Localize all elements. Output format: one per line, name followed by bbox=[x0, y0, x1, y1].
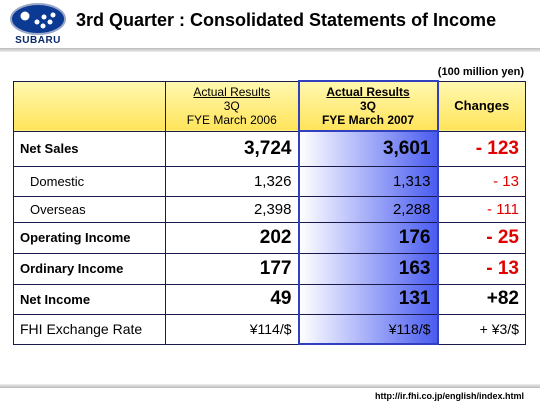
cell: 131 bbox=[297, 283, 439, 315]
cell: ¥114/$ bbox=[165, 313, 299, 345]
row-label: Net Income bbox=[13, 283, 166, 315]
cell: 49 bbox=[165, 283, 299, 315]
column-header: Changes bbox=[437, 80, 526, 132]
cell: 2,288 bbox=[297, 195, 439, 223]
cell: 3,724 bbox=[165, 130, 299, 167]
cell: 176 bbox=[297, 221, 439, 254]
header-line: Actual Results bbox=[326, 85, 410, 99]
cell: ¥118/$ bbox=[297, 313, 439, 345]
row-label: Ordinary Income bbox=[13, 252, 166, 285]
cell: 2,398 bbox=[165, 195, 299, 223]
header-line: FYE March 2007 bbox=[321, 113, 415, 127]
cell: +82 bbox=[437, 283, 526, 315]
row: Ordinary Income 177 163- 13 bbox=[13, 252, 526, 285]
cell: - 123 bbox=[437, 130, 526, 167]
row: FHI Exchange Rate ¥114/$ ¥118/$ + ¥3/$ bbox=[13, 313, 526, 345]
cell: 202 bbox=[165, 221, 299, 254]
cell: 177 bbox=[165, 252, 299, 285]
logo bbox=[10, 3, 66, 35]
column-header: Actual Results 3Q FYE March 2006 bbox=[165, 80, 299, 132]
header-row: Actual Results 3Q FYE March 2006 Actual Re… bbox=[13, 80, 526, 132]
income-table: Actual Results 3Q FYE March 2006 Actual Re… bbox=[13, 80, 526, 345]
column-header: Actual Results 3Q FYE March 2007 bbox=[297, 80, 439, 132]
header-line: 3Q bbox=[223, 99, 240, 113]
cell: 1,326 bbox=[165, 165, 299, 197]
cell: - 25 bbox=[437, 221, 526, 254]
header-line: FYE March 2006 bbox=[186, 113, 277, 127]
row: Domestic 1,326 1,313- 13 bbox=[13, 165, 526, 197]
row-label: Net Sales bbox=[13, 130, 166, 167]
row-label: Overseas bbox=[13, 195, 166, 223]
corner-cell bbox=[13, 80, 166, 132]
footer-rule bbox=[0, 384, 540, 388]
row: Operating Income 202 176- 25 bbox=[13, 221, 526, 254]
row: Net Sales 3,724 3,601- 123 bbox=[13, 130, 526, 167]
header-line: Actual Results bbox=[193, 85, 271, 99]
footer-url: http://ir.fhi.co.jp/english/index.html bbox=[374, 391, 524, 401]
row-label: FHI Exchange Rate bbox=[13, 313, 166, 345]
cell: 1,313 bbox=[297, 165, 439, 197]
row-label: Domestic bbox=[13, 165, 166, 197]
cell: - 13 bbox=[437, 252, 526, 285]
row-label: Operating Income bbox=[13, 221, 166, 254]
row: Overseas 2,398 2,288- 111 bbox=[13, 195, 526, 223]
logo-text: SUBARU bbox=[15, 35, 61, 46]
row: Net Income 49 131 +82 bbox=[13, 283, 526, 315]
cell: - 13 bbox=[437, 165, 526, 197]
unit-note: (100 million yen) bbox=[437, 66, 524, 78]
cell: 3,601 bbox=[297, 130, 439, 167]
cell: 163 bbox=[297, 252, 439, 285]
header-line: 3Q bbox=[359, 99, 376, 113]
cell: + ¥3/$ bbox=[437, 313, 526, 345]
cell: - 111 bbox=[437, 195, 526, 223]
header-rule bbox=[0, 48, 540, 52]
title: 3rd Quarter : Consolidated Statements of… bbox=[76, 10, 497, 30]
